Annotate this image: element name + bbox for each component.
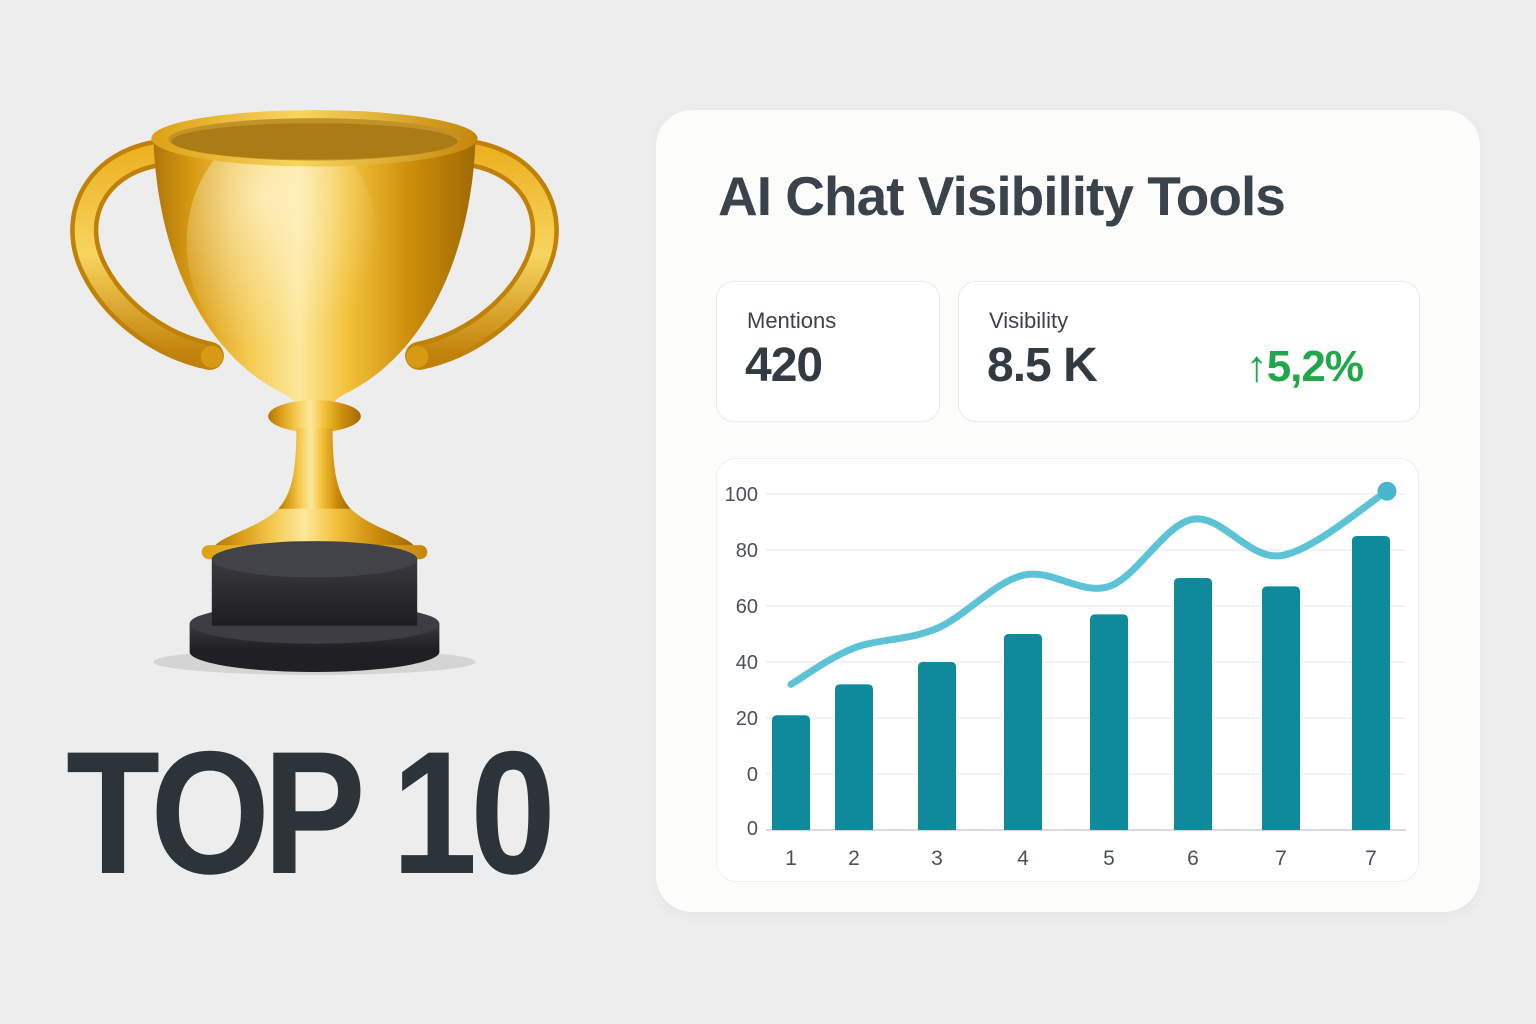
visibility-label: Visibility	[989, 308, 1069, 333]
top10-headline: TOP 10	[66, 716, 556, 911]
chart-bar	[1004, 634, 1042, 830]
trophy-image	[70, 110, 559, 675]
trend-line-end-dot	[1377, 481, 1397, 501]
x-tick-label: 2	[848, 847, 860, 870]
chart-bar	[1090, 614, 1128, 830]
chart-bar	[1352, 536, 1390, 830]
stats-panel: AI Chat Visibility Tools Mentions 420 Vi…	[656, 110, 1480, 912]
visibility-chart: 100 80 60 40 20 0 0 1 2 3 4 5 6 7 7	[725, 481, 1406, 870]
y-tick-label: 40	[736, 652, 758, 674]
trophy-stem	[201, 400, 428, 560]
x-tick-label: 5	[1103, 847, 1115, 870]
mentions-stat-card: Mentions 420	[716, 281, 940, 422]
y-tick-label: 60	[736, 596, 758, 618]
y-tick-label: 100	[725, 484, 758, 506]
panel-title: AI Chat Visibility Tools	[718, 165, 1286, 227]
chart-bar	[835, 684, 873, 830]
visibility-stat-card: Visibility 8.5 K ↑5,2%	[958, 281, 1420, 422]
y-tick-label: 20	[736, 708, 758, 730]
trend-line	[787, 487, 1391, 688]
visibility-chart-card: 100 80 60 40 20 0 0 1 2 3 4 5 6 7 7	[716, 458, 1419, 882]
chart-bar	[1262, 586, 1300, 830]
x-tick-label: 3	[931, 847, 943, 870]
chart-bar	[1174, 578, 1212, 830]
x-tick-label: 7	[1365, 847, 1377, 870]
y-tick-label: 80	[736, 540, 758, 562]
y-tick-label: 0	[747, 818, 758, 840]
x-tick-label: 7	[1275, 847, 1287, 870]
chart-bar	[772, 715, 810, 830]
visibility-change-badge: ↑5,2%	[1245, 342, 1364, 391]
visibility-value: 8.5 K	[987, 339, 1098, 392]
trophy-cup	[151, 110, 478, 411]
mentions-label: Mentions	[747, 308, 837, 333]
chart-bar	[918, 662, 956, 830]
x-tick-label: 1	[785, 847, 797, 870]
x-tick-label: 4	[1017, 847, 1029, 870]
y-tick-label: 0	[747, 764, 758, 786]
trophy-base	[189, 541, 440, 672]
mentions-value: 420	[745, 339, 823, 392]
x-tick-label: 6	[1187, 847, 1199, 870]
trophy-handles	[70, 137, 559, 370]
